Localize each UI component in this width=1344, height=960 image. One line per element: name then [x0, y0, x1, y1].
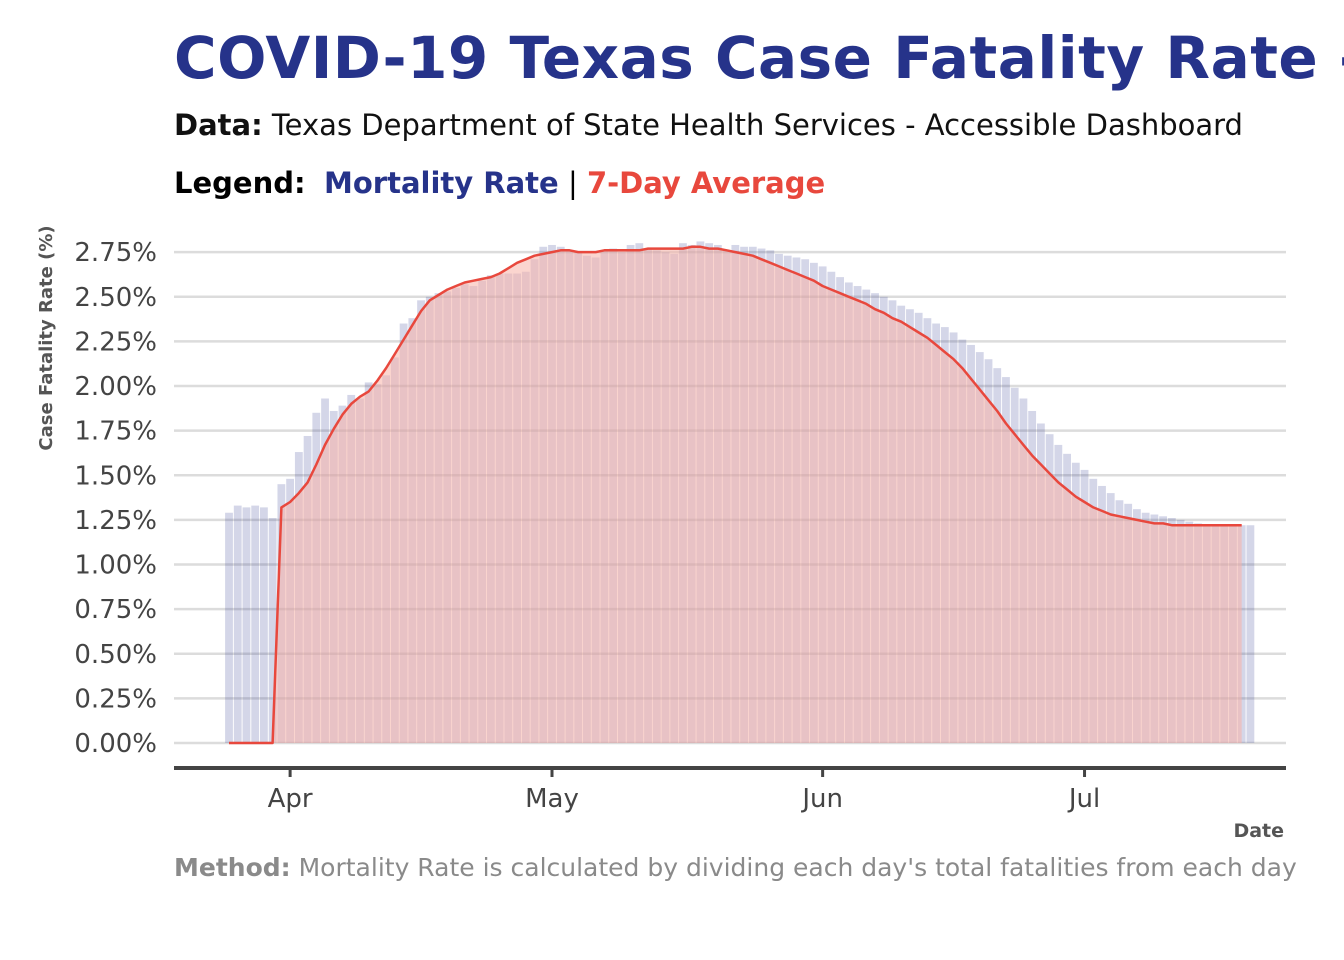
y-tick-label: 1.25% [74, 506, 157, 536]
method-text: Mortality Rate is calculated by dividing… [298, 853, 1297, 882]
y-tick-label: 2.50% [74, 283, 157, 313]
x-tick-label: Jun [800, 784, 843, 814]
y-tick-label: 1.50% [74, 461, 157, 491]
y-tick-label: 2.00% [74, 372, 157, 402]
x-tick-label: Apr [268, 784, 313, 814]
legend-item-7-day-average: 7-Day Average [586, 166, 826, 200]
mortality-rate-bar [251, 505, 260, 743]
legend-separator: | [567, 166, 578, 200]
y-tick-label: 2.75% [74, 238, 157, 268]
legend: Legend: Mortality Rate | 7-Day Average [174, 166, 825, 200]
y-tick-label: 2.25% [74, 327, 157, 357]
x-tick-label: Jul [1067, 784, 1100, 814]
y-tick-label: 0.25% [74, 684, 157, 714]
data-source-label: Data: [174, 108, 263, 142]
mortality-rate-bar [268, 518, 277, 743]
seven-day-average-area [229, 246, 1242, 743]
y-tick-label: 1.00% [74, 551, 157, 581]
data-source: Data: Texas Department of State Health S… [174, 108, 1243, 142]
mortality-rate-bar [233, 505, 242, 743]
mortality-rate-bar [225, 512, 233, 743]
y-tick-label: 0.00% [74, 729, 157, 759]
legend-item-mortality-rate: Mortality Rate [324, 166, 559, 200]
x-axis-title: Date [1233, 820, 1284, 842]
mortality-rate-bar [242, 507, 251, 743]
data-source-text: Texas Department of State Health Service… [271, 108, 1243, 142]
mortality-rate-bar [1246, 525, 1255, 743]
y-tick-label: 1.75% [74, 417, 157, 447]
mortality-rate-bar [260, 507, 268, 743]
y-axis-title: Case Fatality Rate (%) [36, 225, 57, 450]
y-tick-label: 0.75% [74, 595, 157, 625]
legend-label: Legend: [174, 166, 306, 200]
seven-day-average-line [229, 245, 1242, 745]
y-tick-label: 0.50% [74, 640, 157, 670]
method-note: Method: Mortality Rate is calculated by … [174, 853, 1297, 882]
chart-title: COVID-19 Texas Case Fatality Rate - [174, 24, 1344, 92]
method-label: Method: [174, 853, 291, 882]
x-tick-label: May [525, 784, 579, 814]
